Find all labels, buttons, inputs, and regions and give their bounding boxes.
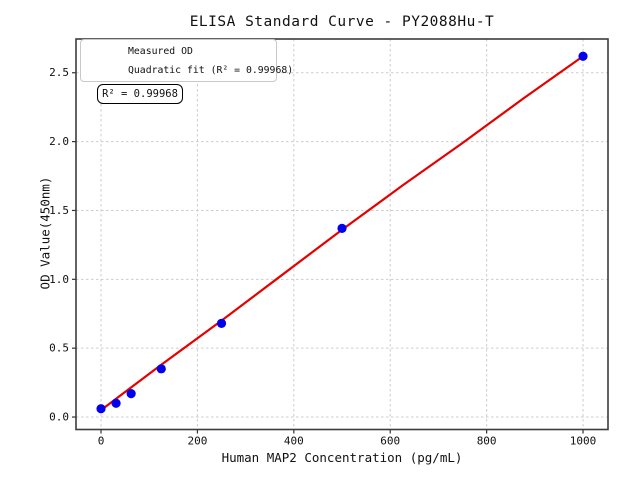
red-line-icon (90, 69, 119, 72)
legend: Measured OD Quadratic fit (R² = 0.99968) (80, 39, 293, 82)
data-point (578, 51, 588, 61)
y-tick-label: 2.5 (49, 66, 69, 79)
data-point (96, 404, 106, 414)
legend-label-measured: Measured OD (128, 45, 193, 57)
legend-label-fit: Quadratic fit (R² = 0.99968) (128, 64, 294, 76)
legend-item-measured: Measured OD (85, 43, 272, 60)
data-point (156, 364, 166, 374)
y-tick-label: 1.0 (49, 273, 69, 286)
data-point (216, 318, 227, 328)
x-tick-label: 600 (380, 435, 400, 448)
x-tick-label: 400 (284, 435, 304, 448)
x-tick-label: 1000 (570, 435, 597, 448)
x-tick-label: 200 (187, 435, 207, 448)
x-tick-label: 800 (477, 435, 497, 448)
legend-item-fit: Quadratic fit (R² = 0.99968) (85, 62, 293, 79)
measured-od-marker-icon (89, 47, 119, 55)
chart-title: ELISA Standard Curve - PY2088Hu-T (189, 14, 495, 30)
data-point (126, 389, 136, 399)
plot-frame (75, 38, 609, 431)
x-tick-label: 0 (98, 435, 105, 448)
fit-line-marker-icon (89, 69, 119, 72)
data-point (337, 223, 347, 233)
y-tick-label: 0.5 (49, 342, 69, 355)
y-tick-label: 1.5 (49, 204, 69, 217)
r-squared-annotation: R² = 0.99968 (97, 84, 183, 104)
y-tick-label: 2.0 (49, 135, 69, 148)
fit-line (99, 55, 585, 412)
y-tick-label: 0.0 (49, 411, 69, 424)
blue-dot-icon (100, 47, 108, 55)
x-axis-label: Human MAP2 Concentration (pg/mL) (221, 450, 463, 465)
data-point (111, 398, 121, 408)
y-axis-label: OD Value(450nm) (37, 176, 53, 290)
